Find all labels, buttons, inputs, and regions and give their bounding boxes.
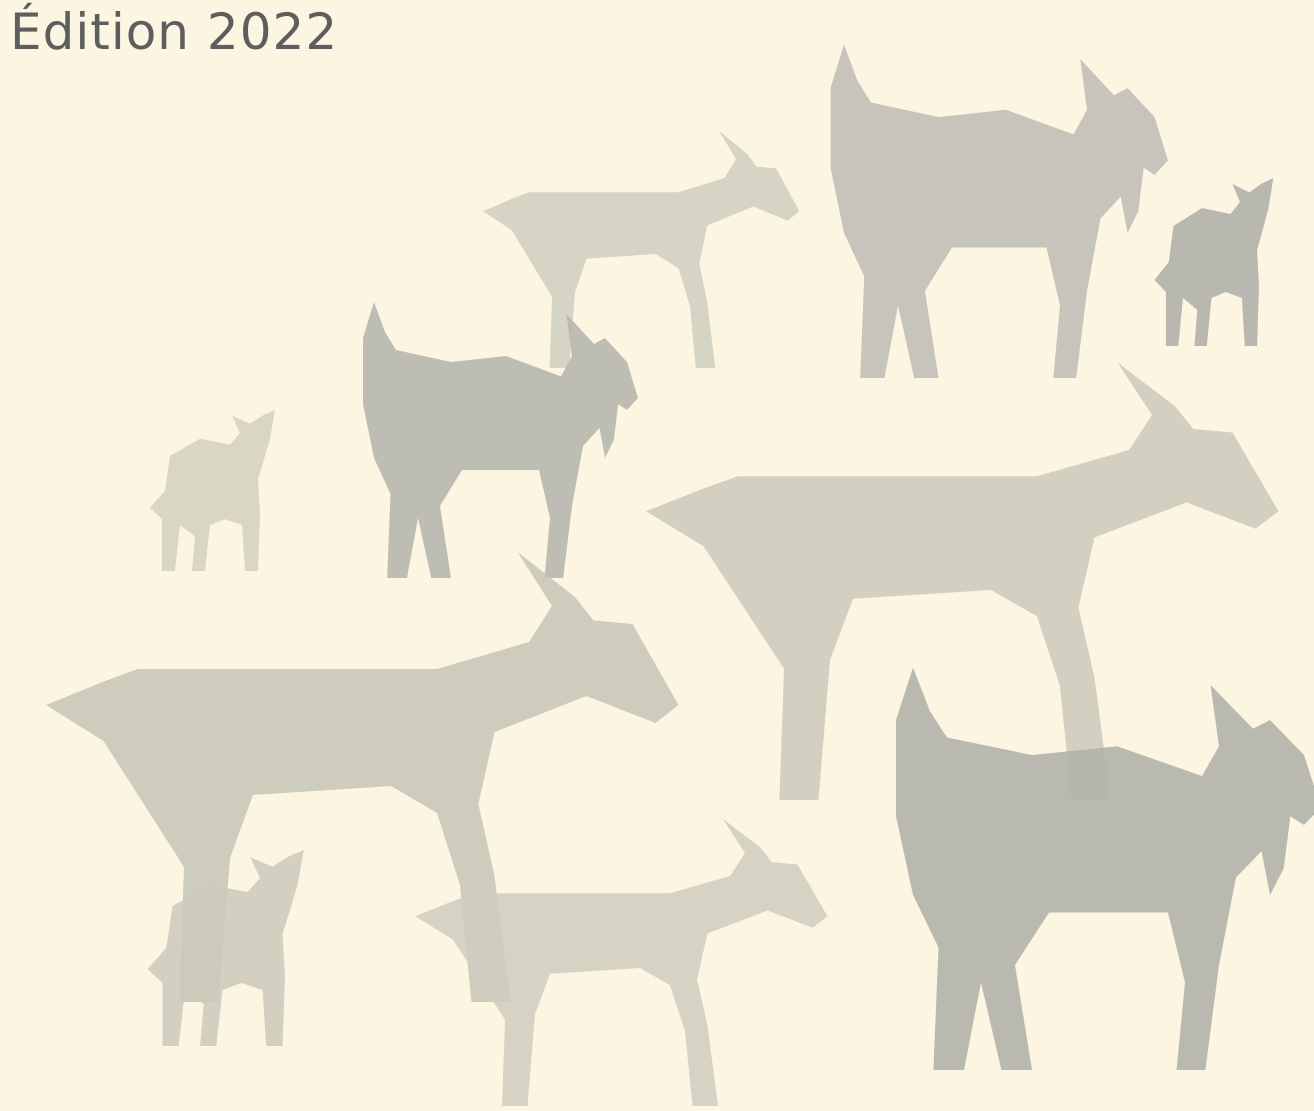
page: Édition 2022 {"edition": "Édition 2022"}… (0, 0, 1314, 1111)
edition-title: Édition 2022 (10, 0, 338, 64)
goat (483, 131, 799, 369)
goat (896, 668, 1314, 1071)
goat-kid (150, 410, 275, 571)
goat (831, 45, 1169, 379)
goat (363, 302, 638, 578)
goat-illustration (0, 0, 1314, 1111)
goat (646, 363, 1279, 801)
goat-kid (1155, 178, 1274, 346)
